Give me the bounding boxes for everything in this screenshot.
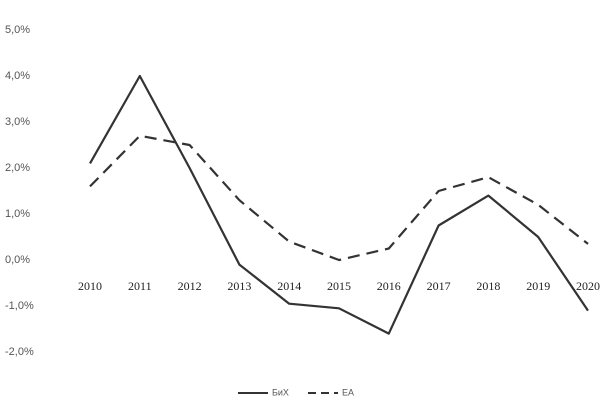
x-tick-label: 2014 (277, 279, 301, 293)
y-tick-label: 2,0% (5, 162, 30, 174)
y-tick-label: 4,0% (5, 70, 30, 82)
y-tick-label: -1,0% (5, 300, 34, 312)
x-tick-label: 2012 (178, 279, 202, 293)
legend-label: EA (342, 387, 354, 397)
y-tick-label: -2,0% (5, 346, 34, 358)
y-tick-label: 0,0% (5, 254, 30, 266)
series-line (89, 74, 589, 335)
x-tick-label: 2019 (526, 279, 550, 293)
x-tick-label: 2016 (377, 279, 401, 293)
x-tick-label: 2020 (576, 279, 600, 293)
x-tick-label: 2010 (78, 279, 102, 293)
x-tick-label: 2013 (227, 279, 251, 293)
x-tick-label: 2011 (128, 279, 152, 293)
x-tick-label: 2017 (427, 279, 451, 293)
y-tick-label: 3,0% (5, 116, 30, 128)
series-line (89, 134, 589, 262)
x-tick-label: 2018 (476, 279, 500, 293)
legend-label: БиХ (272, 387, 289, 397)
y-tick-label: 1,0% (5, 208, 30, 220)
y-tick-label: 5,0% (5, 24, 30, 36)
x-tick-label: 2015 (327, 279, 351, 293)
